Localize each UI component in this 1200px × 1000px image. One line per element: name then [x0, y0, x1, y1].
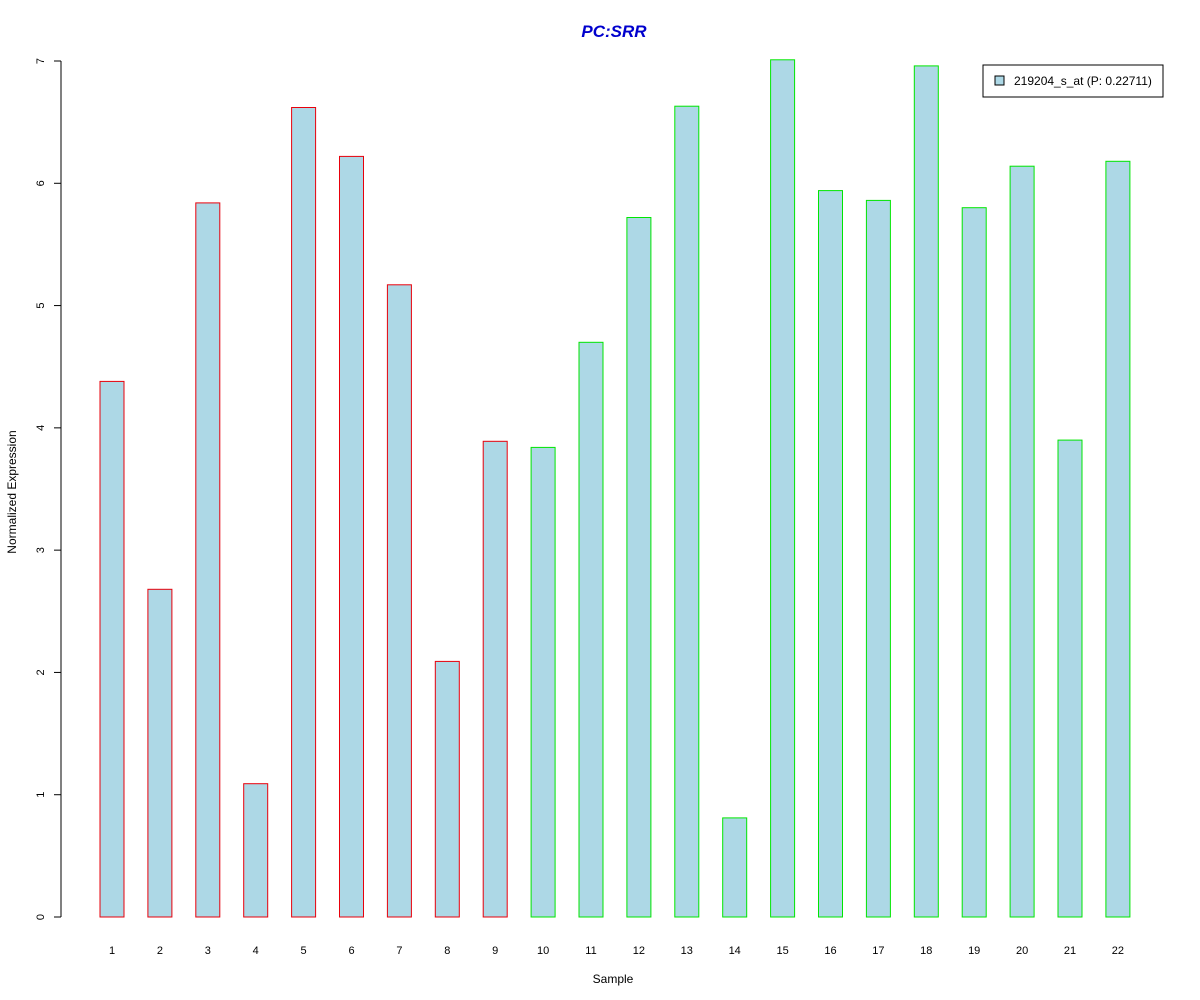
legend-label: 219204_s_at (P: 0.22711): [1014, 74, 1152, 88]
x-tick-label: 14: [729, 945, 741, 957]
bar-sample-18: [913, 65, 939, 918]
bar-sample-11: [578, 341, 604, 918]
chart-title: PC:SRR: [581, 22, 647, 41]
bar-sample-21: [1057, 439, 1083, 918]
x-axis-title: Sample: [593, 972, 634, 986]
x-tick-label: 10: [537, 945, 549, 957]
y-tick-label: 3: [35, 547, 47, 553]
bar-sample-4: [243, 783, 269, 918]
x-tick-label: 2: [157, 945, 163, 957]
x-tick-labels: 1 2 3 4 5 6 7 8 9 10 11 12 13 14 15 16 17 18 19 20 21 22: [109, 945, 1124, 957]
x-tick-label: 20: [1016, 945, 1028, 957]
x-tick-label: 9: [492, 945, 498, 957]
x-tick-label: 1: [109, 945, 115, 957]
bar-sample-2: [147, 588, 173, 918]
y-tick-label: 2: [35, 669, 47, 675]
x-tick-label: 19: [968, 945, 980, 957]
x-tick-label: 4: [253, 945, 259, 957]
x-tick-label: 18: [920, 945, 932, 957]
bar-sample-5: [291, 107, 317, 918]
x-tick-label: 17: [872, 945, 884, 957]
y-tick-label: 5: [35, 303, 47, 309]
x-tick-label: 15: [776, 945, 788, 957]
x-tick-label: 13: [681, 945, 693, 957]
legend-box: [982, 64, 1164, 98]
x-tick-label: 21: [1064, 945, 1076, 957]
bar-sample-17: [865, 199, 891, 918]
bar-sample-3: [195, 202, 221, 918]
bar-sample-19: [961, 207, 987, 918]
x-tick-label: 5: [301, 945, 307, 957]
bar-sample-10: [530, 446, 556, 918]
bar-sample-8: [434, 660, 460, 918]
x-tick-label: 12: [633, 945, 645, 957]
bar-sample-9: [482, 440, 508, 918]
legend: 219204_s_at (P: 0.22711): [982, 64, 1164, 98]
bar-sample-15: [770, 59, 796, 918]
bar-sample-7: [386, 284, 412, 918]
y-tick-label: 1: [35, 792, 47, 798]
y-tick-label: 6: [35, 180, 47, 186]
x-tick-label: 16: [824, 945, 836, 957]
x-tick-label: 3: [205, 945, 211, 957]
bar-sample-14: [722, 817, 748, 918]
bar-sample-6: [339, 155, 364, 918]
y-tick-label: 0: [35, 914, 47, 920]
bar-sample-20: [1009, 165, 1035, 918]
x-tick-label: 7: [396, 945, 402, 957]
bar-sample-22: [1105, 160, 1131, 918]
bar-sample-13: [674, 105, 700, 918]
x-tick-label: 22: [1112, 945, 1124, 957]
x-tick-label: 11: [585, 945, 596, 957]
bar-sample-12: [626, 217, 652, 918]
y-axis-title: Normalized Expression: [5, 430, 19, 553]
legend-swatch: [994, 75, 1005, 86]
bars-group: [99, 59, 1131, 918]
y-tick-label: 7: [35, 58, 47, 64]
y-axis: 0 1 2 3 4 5 6 7: [35, 58, 62, 920]
x-tick-label: 8: [444, 945, 450, 957]
y-tick-label: 4: [35, 425, 47, 431]
bar-sample-16: [818, 190, 843, 918]
x-tick-label: 6: [348, 945, 354, 957]
bar-sample-1: [99, 380, 125, 918]
